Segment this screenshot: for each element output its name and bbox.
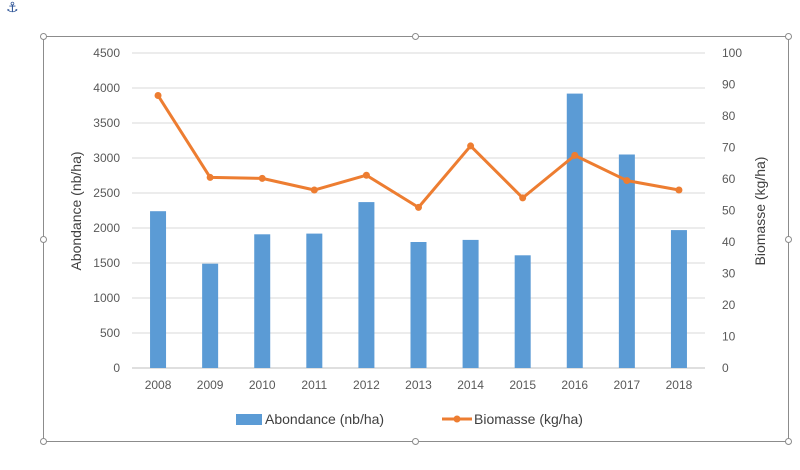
right-axis-tick-label: 60 (722, 172, 736, 186)
left-axis-tick-label: 0 (113, 361, 120, 375)
point-biomasse[interactable] (571, 151, 579, 159)
point-biomasse[interactable] (362, 171, 370, 179)
bar-abondance[interactable] (202, 263, 219, 368)
right-axis-tick-label: 90 (722, 78, 736, 92)
x-axis-tick-label: 2009 (197, 378, 224, 392)
point-biomasse[interactable] (519, 194, 527, 202)
x-axis-tick-label: 2008 (145, 378, 172, 392)
left-axis-tick-label: 1000 (93, 291, 120, 305)
legend-label-abondance: Abondance (nb/ha) (265, 411, 384, 427)
right-axis-tick-label: 10 (722, 330, 736, 344)
left-axis-tick-label: 1500 (93, 256, 120, 270)
bar-abondance[interactable] (462, 239, 479, 368)
bar-abondance[interactable] (618, 154, 635, 369)
point-biomasse[interactable] (310, 186, 318, 194)
right-axis-ticks: 0 10 20 30 40 50 60 70 80 90 100 (722, 46, 742, 375)
resize-handle-top-center[interactable] (412, 33, 419, 40)
right-axis-tick-label: 20 (722, 298, 736, 312)
right-axis-tick-label: 70 (722, 141, 736, 155)
legend-swatch-biomasse-marker (453, 415, 461, 423)
right-axis-tick-label: 40 (722, 235, 736, 249)
point-biomasse[interactable] (206, 173, 214, 181)
anchor-icon[interactable]: ⚓ (6, 0, 19, 16)
legend[interactable]: Abondance (nb/ha) Biomasse (kg/ha) (236, 411, 583, 427)
bar-abondance[interactable] (410, 242, 427, 368)
line-series-biomasse[interactable] (154, 92, 683, 211)
left-axis-tick-label: 4500 (93, 46, 120, 60)
right-axis-title: Biomasse (kg/ha) (752, 157, 768, 266)
point-biomasse[interactable] (415, 203, 422, 211)
point-biomasse[interactable] (154, 92, 162, 100)
bar-abondance[interactable] (566, 93, 583, 368)
right-axis-tick-label: 100 (722, 46, 742, 60)
bar-abondance[interactable] (358, 202, 375, 368)
left-axis-tick-label: 3500 (93, 116, 120, 130)
x-axis-tick-label: 2010 (249, 378, 276, 392)
bar-abondance[interactable] (306, 233, 323, 368)
point-biomasse[interactable] (258, 174, 266, 182)
right-axis-tick-label: 30 (722, 267, 736, 281)
left-axis-tick-label: 4000 (93, 81, 120, 95)
resize-handle-bottom-left[interactable] (40, 438, 47, 445)
x-axis-tick-label: 2016 (561, 378, 588, 392)
resize-handle-top-left[interactable] (40, 33, 47, 40)
x-axis-ticks: 2008 2009 2010 2011 2012 2013 2014 2015 2016 2017… (145, 378, 693, 392)
bar-abondance[interactable] (670, 230, 687, 368)
line-biomasse[interactable] (156, 94, 680, 209)
point-biomasse[interactable] (467, 142, 475, 150)
resize-handle-bottom-center[interactable] (412, 438, 419, 445)
point-biomasse[interactable] (675, 186, 683, 194)
bar-abondance[interactable] (150, 211, 167, 368)
x-axis-tick-label: 2013 (405, 378, 432, 392)
x-axis-tick-label: 2012 (353, 378, 380, 392)
left-axis-ticks: 0 500 1000 1500 2000 2500 3000 3500 4000 4500 (93, 46, 120, 375)
x-axis-tick-label: 2018 (666, 378, 693, 392)
legend-swatch-abondance (236, 414, 262, 425)
left-axis-tick-label: 2000 (93, 221, 120, 235)
left-axis-tick-label: 3000 (93, 151, 120, 165)
resize-handle-top-right[interactable] (785, 33, 792, 40)
legend-label-biomasse: Biomasse (kg/ha) (474, 411, 583, 427)
resize-handle-middle-right[interactable] (785, 236, 792, 243)
point-biomasse[interactable] (623, 177, 631, 185)
bar-abondance[interactable] (514, 255, 531, 368)
bar-abondance[interactable] (254, 234, 271, 368)
x-axis-tick-label: 2015 (509, 378, 536, 392)
left-axis-tick-label: 2500 (93, 186, 120, 200)
bar-series-abondance[interactable] (150, 93, 687, 369)
left-axis-tick-label: 500 (100, 326, 120, 340)
resize-handle-middle-left[interactable] (40, 236, 47, 243)
x-axis-tick-label: 2017 (614, 378, 641, 392)
x-axis-tick-label: 2014 (457, 378, 484, 392)
right-axis-tick-label: 50 (722, 204, 736, 218)
left-axis-title: Abondance (nb/ha) (68, 151, 84, 270)
resize-handle-bottom-right[interactable] (785, 438, 792, 445)
right-axis-tick-label: 80 (722, 109, 736, 123)
right-axis-tick-label: 0 (722, 361, 729, 375)
gridlines (132, 52, 705, 369)
x-axis-tick-label: 2011 (301, 378, 327, 392)
